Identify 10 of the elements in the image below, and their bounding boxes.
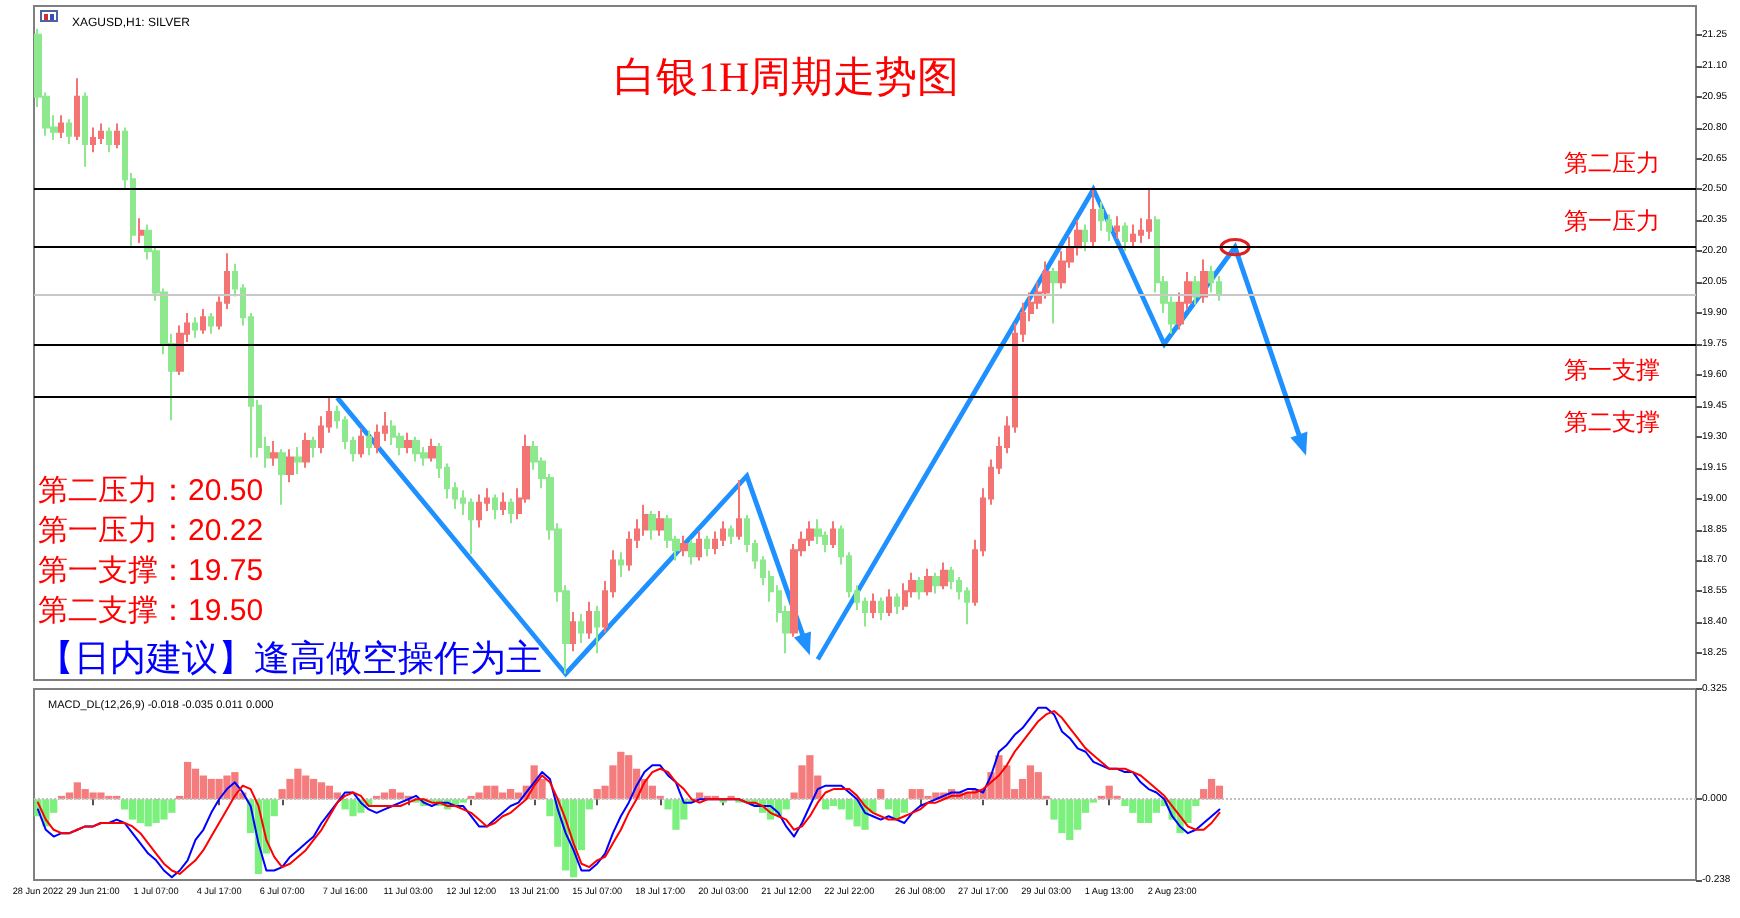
annotation: 第一压力：20.22 — [38, 514, 264, 548]
ref-line-label: 第二压力 — [1564, 149, 1660, 178]
ref-line-label: 第一压力 — [1564, 207, 1660, 236]
annotation: 第一支撑：19.75 — [38, 554, 264, 588]
annotation: 【日内建议】逢高做空操作为主 — [38, 638, 542, 678]
text: 白银1H周期走势图 — [614, 53, 960, 101]
ref-line-label: 第二支撑 — [1564, 407, 1660, 436]
ref-line-label: 第一支撑 — [1564, 356, 1660, 385]
annotation: 第二压力：20.50 — [38, 474, 264, 508]
annotation: 第二支撑：19.50 — [38, 594, 264, 628]
